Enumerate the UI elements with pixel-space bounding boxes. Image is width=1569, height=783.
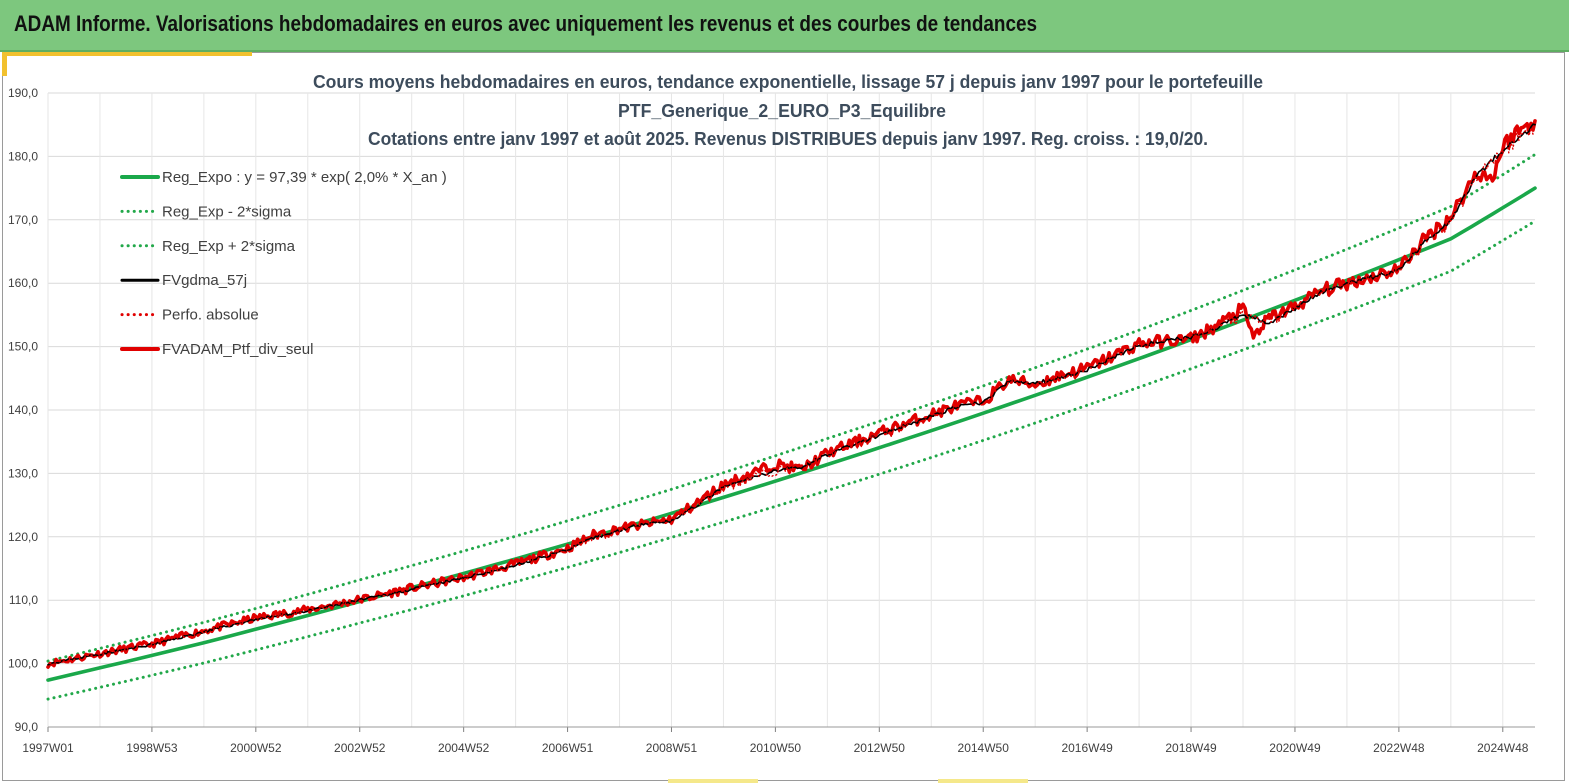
y-tick-label: 190,0 (8, 86, 38, 100)
y-tick-label: 90,0 (15, 720, 39, 734)
y-tick-label: 100,0 (8, 657, 38, 671)
y-tick-label: 150,0 (8, 340, 38, 354)
x-tick-label: 2010W50 (750, 741, 802, 755)
chart-title-line-3: Cotations entre janv 1997 et août 2025. … (368, 129, 1208, 149)
accent-bar-left (2, 52, 7, 76)
legend-label: Reg_Exp + 2*sigma (162, 238, 296, 255)
series-line (47, 123, 1536, 666)
legend-label: FVgdma_57j (162, 272, 247, 289)
x-tick-label: 2000W52 (230, 741, 282, 755)
page-title: ADAM Informe. Valorisations hebdomadaire… (14, 11, 1038, 36)
legend-label: Perfo. absolue (162, 307, 259, 324)
x-tick-label: 2016W49 (1061, 741, 1113, 755)
y-tick-label: 180,0 (8, 149, 38, 163)
series-line (46, 186, 1537, 682)
y-tick-label: 140,0 (8, 403, 38, 417)
grid (47, 92, 1535, 728)
accent-bar-bottom (668, 779, 758, 783)
y-tick-label: 120,0 (8, 530, 38, 544)
header-banner: ADAM Informe. Valorisations hebdomadaire… (0, 0, 1569, 52)
legend: Reg_Expo : y = 97,39 * exp( 2,0% * X_an … (120, 169, 447, 358)
accent-bar-bottom (938, 779, 1028, 783)
x-tick-label: 1998W53 (126, 741, 178, 755)
chart-title-line-1: Cours moyens hebdomadaires en euros, ten… (313, 72, 1263, 92)
x-tick-label: 2008W51 (646, 741, 698, 755)
series-line (47, 123, 1536, 668)
legend-label: Reg_Expo : y = 97,39 * exp( 2,0% * X_an … (162, 169, 447, 186)
x-tick-label: 2014W50 (958, 741, 1010, 755)
x-tick-label: 2002W52 (334, 741, 386, 755)
x-tick-label: 2024W48 (1477, 741, 1529, 755)
y-tick-label: 160,0 (8, 276, 38, 290)
series-line (46, 219, 1537, 701)
y-tick-label: 170,0 (8, 213, 38, 227)
accent-bar-top (2, 52, 252, 56)
y-tick-label: 130,0 (8, 466, 38, 480)
x-tick-label: 1997W01 (22, 741, 74, 755)
x-tick-label: 2012W50 (854, 741, 906, 755)
legend-label: FVADAM_Ptf_div_seul (162, 341, 313, 358)
x-tick-label: 2018W49 (1165, 741, 1217, 755)
x-tick-label: 2022W48 (1373, 741, 1425, 755)
x-tick-label: 2006W51 (542, 741, 594, 755)
chart-frame (2, 52, 1565, 781)
x-tick-label: 2020W49 (1269, 741, 1321, 755)
chart-title: Cours moyens hebdomadaires en euros, ten… (313, 72, 1263, 149)
y-tick-label: 110,0 (9, 593, 38, 607)
chart-title-line-2: PTF_Generique_2_EURO_P3_Equilibre (618, 101, 946, 121)
chart-series (46, 119, 1537, 701)
legend-label: Reg_Exp - 2*sigma (162, 203, 292, 220)
axes: 90,0 100,0 110,0 120,0 130,0 140,0 150,0 160,0 1… (8, 86, 1535, 755)
series-line (46, 153, 1537, 663)
x-tick-label: 2004W52 (438, 741, 490, 755)
